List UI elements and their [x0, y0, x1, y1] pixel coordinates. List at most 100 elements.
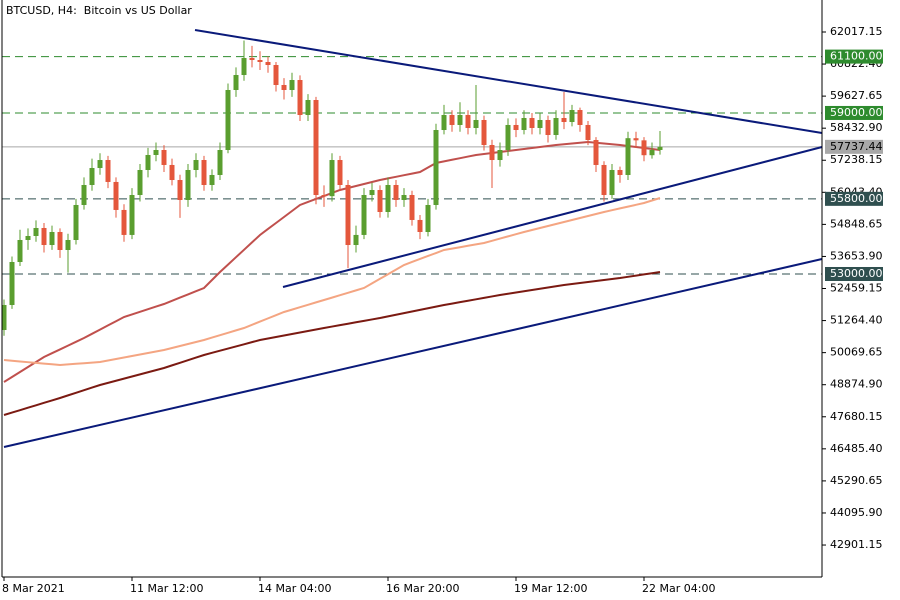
- candle-body: [169, 164, 175, 181]
- candle-body: [145, 154, 151, 170]
- candle-body: [17, 239, 23, 262]
- candle-body: [393, 184, 399, 201]
- axis-labels: 62017.1560822.4059627.6558432.9057238.15…: [2, 25, 883, 595]
- trend-line: [194, 29, 823, 134]
- candle-body: [105, 160, 111, 182]
- candle-body: [529, 118, 535, 128]
- level-box: [825, 139, 883, 154]
- candle-body: [57, 231, 63, 251]
- candle-body: [489, 145, 495, 161]
- candle-body: [441, 115, 447, 131]
- level-label: 57737.44: [830, 140, 883, 153]
- candle-body: [577, 110, 583, 125]
- candle-body: [449, 115, 455, 125]
- candle-body: [513, 124, 519, 131]
- y-tick-label: 52459.15: [830, 282, 883, 295]
- candle-body: [569, 110, 575, 123]
- candle-body: [121, 209, 127, 235]
- candle-body: [385, 184, 391, 212]
- candle-body: [641, 140, 647, 156]
- candle-body: [633, 138, 639, 141]
- x-tick-label: 11 Mar 12:00: [130, 582, 203, 595]
- candle-body: [265, 61, 271, 66]
- candle-body: [129, 195, 135, 235]
- candle-body: [361, 195, 367, 235]
- level-label: 59000.00: [830, 106, 883, 119]
- level-box: [825, 49, 883, 64]
- level-label: 55800.00: [830, 192, 883, 205]
- trend-line: [282, 146, 823, 288]
- candle-body: [625, 138, 631, 175]
- candle-body: [257, 60, 263, 62]
- candle-body: [369, 190, 375, 196]
- x-tick-label: 16 Mar 20:00: [386, 582, 459, 595]
- candle-body: [225, 89, 231, 151]
- candle-body: [185, 169, 191, 201]
- level-box: [825, 105, 883, 120]
- candle-body: [89, 168, 95, 185]
- candle-body: [49, 231, 55, 246]
- candle-body: [41, 227, 47, 246]
- candle-body: [33, 227, 39, 236]
- candle-body: [465, 115, 471, 128]
- candle-body: [425, 204, 431, 232]
- candle-body: [657, 146, 663, 151]
- candle-body: [337, 160, 343, 185]
- x-tick-label: 8 Mar 2021: [2, 582, 65, 595]
- candle-body: [345, 184, 351, 246]
- candle-body: [113, 181, 119, 210]
- candle-body: [537, 119, 543, 128]
- candle-body: [201, 160, 207, 185]
- candle-body: [313, 100, 319, 196]
- candle-body: [25, 235, 31, 240]
- y-tick-label: 50069.65: [830, 346, 883, 359]
- candle-body: [561, 118, 567, 123]
- candle-body: [617, 169, 623, 175]
- candle-body: [209, 174, 215, 185]
- x-tick-label: 22 Mar 04:00: [642, 582, 715, 595]
- candle-body: [73, 204, 79, 240]
- y-tick-label: 59627.65: [830, 89, 883, 102]
- candle-body: [321, 195, 327, 197]
- candle-body: [281, 84, 287, 90]
- candle-body: [497, 150, 503, 161]
- candle-body: [329, 160, 335, 197]
- candle-body: [81, 184, 87, 205]
- y-tick-label: 46485.40: [830, 442, 883, 455]
- y-tick-label: 57238.15: [830, 153, 883, 166]
- candle-body: [505, 124, 511, 151]
- candle-body: [585, 124, 591, 141]
- candle-body: [137, 169, 143, 196]
- trend-line: [3, 258, 823, 448]
- candle-body: [233, 75, 239, 90]
- candle-body: [521, 118, 527, 131]
- candle-body: [457, 115, 463, 125]
- candle-body: [161, 150, 167, 165]
- candle-body: [353, 234, 359, 246]
- candle-body: [609, 169, 615, 196]
- candle-body: [417, 219, 423, 232]
- candle-body: [601, 164, 607, 196]
- y-tick-label: 53653.90: [830, 249, 883, 262]
- candle-body: [481, 119, 487, 146]
- candle-body: [297, 80, 303, 116]
- plot-area: [1, 40, 822, 416]
- candle-body: [305, 100, 311, 116]
- candle-body: [273, 65, 279, 85]
- candle-body: [241, 57, 247, 76]
- y-tick-label: 51264.40: [830, 314, 883, 327]
- level-box: [825, 191, 883, 206]
- candle-body: [409, 195, 415, 220]
- candle-body: [401, 195, 407, 201]
- candle-body: [545, 119, 551, 135]
- candle-body: [649, 150, 655, 156]
- y-tick-label: 45290.65: [830, 474, 883, 487]
- y-tick-label: 42901.15: [830, 538, 883, 551]
- y-tick-label: 58432.90: [830, 121, 883, 134]
- candle-body: [553, 118, 559, 135]
- candle-body: [177, 180, 183, 201]
- candle-body: [473, 119, 479, 128]
- trend-lines: [3, 29, 823, 448]
- candle-body: [9, 261, 15, 305]
